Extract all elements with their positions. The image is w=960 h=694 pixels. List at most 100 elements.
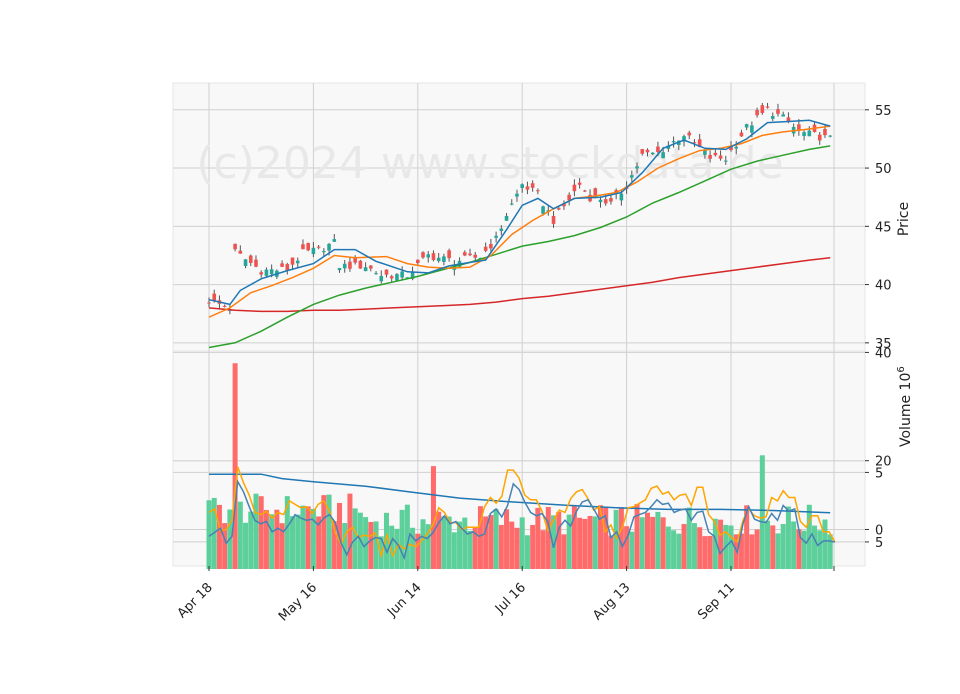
volume-bar	[644, 512, 650, 569]
volume-bar	[269, 514, 275, 569]
volume-bar	[812, 525, 818, 569]
volume-bar	[618, 507, 624, 569]
volume-bar	[535, 507, 541, 569]
candle-body	[666, 145, 671, 149]
volume-bar	[321, 495, 327, 569]
volume-bar	[551, 515, 557, 569]
candle-body	[389, 276, 394, 279]
candle-body	[416, 259, 420, 264]
volume-bar	[483, 516, 489, 569]
volume-bar	[509, 521, 515, 569]
volume-bar	[243, 522, 249, 569]
candle-body	[327, 243, 331, 251]
candle-body	[254, 259, 258, 267]
volume-bar	[530, 524, 536, 569]
candle-body	[697, 139, 702, 147]
x-tick-label: Jul 16	[492, 580, 529, 617]
candle-body	[426, 254, 431, 258]
candle-body	[572, 184, 577, 192]
volume-tick-label: 20	[875, 455, 892, 470]
volume-bar	[451, 532, 457, 569]
watermark: (c)2024 www.stockdata.de	[196, 138, 783, 189]
candle-body	[671, 141, 676, 143]
volume-bar	[519, 517, 525, 569]
volume-bar	[754, 529, 760, 569]
volume-axis-label: Volume 106	[896, 366, 914, 447]
candle-body	[421, 252, 425, 258]
candle-body	[718, 155, 723, 159]
volume-bar	[744, 505, 750, 569]
candle-body	[744, 124, 749, 128]
volume-bar	[310, 508, 316, 569]
candle-body	[363, 267, 368, 272]
candle-body	[682, 136, 686, 142]
candle-body	[499, 228, 504, 232]
candle-body	[295, 260, 300, 264]
candle-body	[708, 154, 712, 159]
volume-bar	[650, 516, 656, 569]
volume-bar	[462, 517, 468, 569]
candle-body	[645, 149, 650, 153]
candle-body	[311, 247, 316, 255]
volume-bar	[498, 524, 504, 569]
volume-bar	[671, 530, 677, 569]
volume-bar	[759, 455, 765, 569]
volume-bar	[248, 511, 254, 569]
candle-body	[551, 215, 556, 224]
candle-body	[405, 277, 410, 279]
volume-bar	[624, 526, 630, 569]
candle-body	[603, 199, 608, 204]
candle-body	[468, 253, 472, 256]
volume-average-line	[209, 473, 831, 514]
volume-bar	[629, 531, 635, 569]
candle-body	[577, 182, 582, 185]
candle-body	[723, 160, 728, 162]
candle-body	[410, 272, 415, 279]
candle-body	[478, 257, 483, 259]
candle-body	[593, 188, 598, 196]
volume-bar	[425, 524, 431, 569]
volume-bar	[577, 517, 583, 569]
volume-bar	[655, 511, 661, 569]
volume-bar	[420, 519, 426, 569]
candle-body	[353, 258, 357, 263]
candle-body	[280, 263, 284, 267]
volume-bar	[728, 525, 734, 569]
volume-bar	[316, 516, 322, 569]
volume-bar	[404, 504, 410, 569]
volume-bar	[676, 533, 682, 569]
volume-bar	[342, 523, 348, 569]
candle-body	[598, 199, 603, 203]
candle-body	[692, 142, 697, 144]
volume-bar	[592, 516, 598, 569]
price-tick-label: 45	[875, 220, 892, 235]
ma-fast-line	[208, 119, 831, 306]
volume-bar	[305, 506, 311, 569]
ma-slow-line	[208, 145, 831, 349]
candle-body	[687, 132, 692, 136]
candle-body	[525, 186, 530, 190]
volume-bar	[587, 515, 593, 569]
volume-bar	[571, 505, 577, 569]
candle-body	[541, 206, 545, 214]
oscillator-slow-line	[208, 466, 836, 559]
volume-bar	[582, 518, 588, 569]
volume-bar	[765, 520, 771, 569]
price-tick-label: 40	[875, 279, 892, 294]
candle-body	[504, 215, 509, 221]
volume-bar	[738, 533, 744, 569]
candle-body	[384, 269, 389, 275]
volume-bar	[216, 504, 222, 569]
volume-bar	[331, 521, 337, 569]
volume-bar	[493, 509, 499, 569]
candle-body	[489, 243, 493, 249]
volume-bar	[817, 530, 823, 569]
x-tick-label: May 16	[276, 580, 320, 624]
candle-body	[509, 203, 514, 205]
volume-bar	[446, 516, 452, 569]
candle-body	[395, 274, 399, 281]
volume-bar	[383, 512, 389, 569]
volume-bar	[472, 527, 478, 569]
